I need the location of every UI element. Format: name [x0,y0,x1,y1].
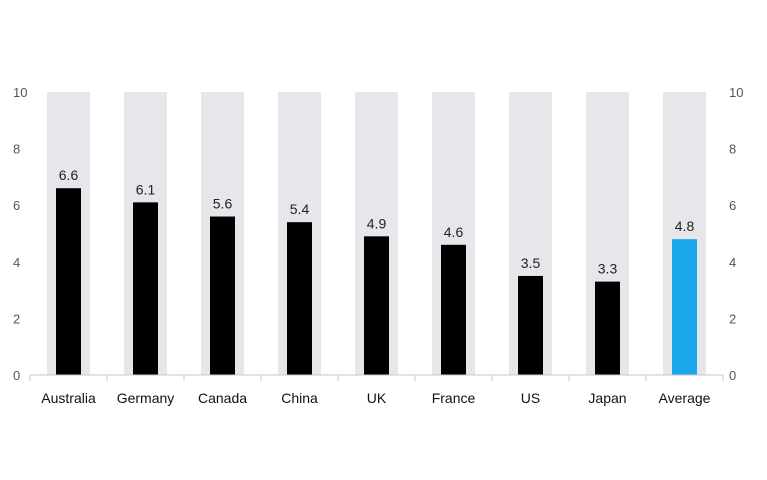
bar-uk [364,236,389,375]
y-tick-right-6: 6 [729,198,736,213]
category-label-france: France [432,390,476,406]
y-tick-right-4: 4 [729,255,736,270]
category-labels: Australia Germany Canada China UK France US Jap… [41,390,710,406]
category-label-japan: Japan [588,390,626,406]
category-label-us: US [521,390,540,406]
x-axis-ticks [29,375,724,381]
data-label-france: 4.6 [444,224,464,240]
data-label-australia: 6.6 [59,167,79,183]
data-label-us: 3.5 [521,255,541,271]
data-label-uk: 4.9 [367,215,387,231]
category-label-germany: Germany [117,390,175,406]
y-tick-right-2: 2 [729,311,736,326]
bars [56,188,697,375]
data-label-china: 5.4 [290,201,310,217]
y-tick-right-10: 10 [729,85,743,100]
category-label-average: Average [659,390,711,406]
y-axis-right-ticks: 0 2 4 6 8 10 [729,85,743,383]
y-tick-left-2: 2 [13,311,20,326]
category-label-canada: Canada [198,390,247,406]
y-tick-right-0: 0 [729,368,736,383]
y-tick-left-0: 0 [13,368,20,383]
bar-us [518,275,543,375]
category-label-australia: Australia [41,390,96,406]
y-tick-left-10: 10 [13,85,27,100]
bar-germany [133,202,158,375]
y-tick-left-6: 6 [13,198,20,213]
y-tick-left-8: 8 [13,142,20,157]
data-label-average: 4.8 [675,218,695,234]
category-label-uk: UK [367,390,387,406]
y-tick-right-8: 8 [729,142,736,157]
bar-australia [56,188,81,375]
data-label-canada: 5.6 [213,196,233,212]
category-label-china: China [281,390,318,406]
data-label-japan: 3.3 [598,261,618,277]
bar-average [672,239,697,375]
data-labels: 6.6 6.1 5.6 5.4 4.9 4.6 3.5 3.3 4.8 [59,167,695,276]
y-axis-left-ticks: 0 2 4 6 8 10 [13,85,27,383]
data-label-germany: 6.1 [136,181,156,197]
bar-canada [210,216,235,375]
bar-china [287,222,312,375]
bar-japan [595,281,620,375]
bar-france [441,244,466,375]
y-tick-left-4: 4 [13,255,20,270]
